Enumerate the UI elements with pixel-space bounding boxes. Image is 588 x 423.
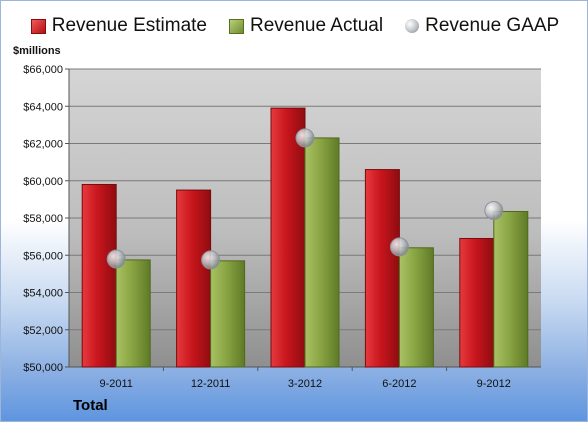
legend-swatch-gaap (405, 19, 420, 33)
marker-revenue-gaap (484, 201, 504, 221)
legend-swatch-estimate (30, 18, 46, 34)
legend-label-gaap: Revenue GAAP (425, 15, 560, 36)
bar-revenue-estimate (270, 107, 306, 368)
y-tick-label: $50,000 (23, 362, 63, 374)
marker-revenue-gaap (295, 128, 315, 148)
legend-swatch-actual (229, 18, 244, 34)
x-tick-label: 3-2012 (288, 378, 322, 390)
bar-revenue-actual (398, 247, 434, 368)
bar-revenue-estimate (364, 169, 400, 368)
x-tick-label: 12-2011 (191, 378, 231, 390)
bar-revenue-actual (115, 259, 151, 368)
y-tick-label: $58,000 (23, 213, 63, 225)
legend-label-estimate: Revenue Estimate (51, 15, 207, 36)
bar-revenue-actual (304, 137, 340, 368)
x-tick-label: 6-2012 (382, 378, 416, 390)
bar-revenue-estimate (176, 189, 212, 368)
y-tick-label: $56,000 (23, 250, 63, 262)
total-label: Total (73, 397, 108, 414)
marker-revenue-gaap (201, 250, 221, 270)
bar-revenue-actual (210, 260, 246, 368)
legend-label-actual: Revenue Actual (250, 15, 384, 36)
y-tick-label: $52,000 (23, 325, 63, 337)
y-tick-label: $66,000 (23, 64, 63, 76)
y-tick-label: $64,000 (23, 101, 63, 113)
legend-item-gaap: Revenue GAAP (405, 15, 559, 37)
chart-legend: Revenue Estimate Revenue Actual Revenue … (1, 15, 588, 37)
legend-item-estimate: Revenue Estimate (30, 15, 207, 37)
bar-revenue-estimate (81, 183, 117, 368)
marker-revenue-gaap (389, 237, 409, 257)
y-tick-label: $62,000 (23, 139, 63, 151)
y-tick-label: $60,000 (23, 176, 63, 188)
y-axis-unit-label: $millions (13, 45, 61, 57)
x-tick-label: 9-2011 (99, 378, 132, 390)
x-tick-label: 9-2012 (477, 378, 511, 390)
marker-revenue-gaap (106, 249, 126, 269)
bar-revenue-actual (493, 210, 529, 368)
y-tick-label: $54,000 (23, 288, 63, 300)
bar-revenue-estimate (459, 237, 495, 368)
legend-item-actual: Revenue Actual (229, 15, 383, 37)
